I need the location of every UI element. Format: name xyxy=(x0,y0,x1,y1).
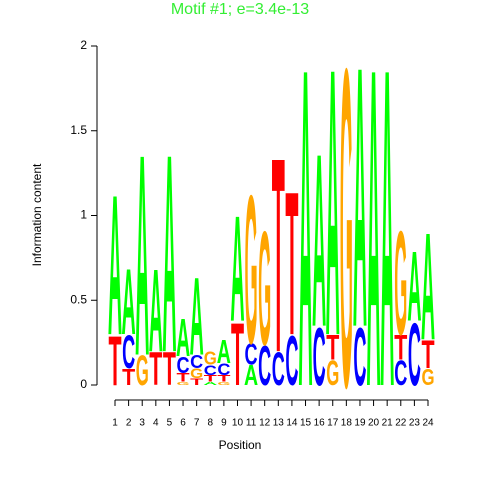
logo-letter: C xyxy=(217,360,231,379)
x-tick-label: 24 xyxy=(422,418,434,429)
x-tick-label: 8 xyxy=(207,418,213,429)
logo-letter: G xyxy=(190,366,203,381)
x-tick-label: 2 xyxy=(126,418,132,429)
logo-letter: G xyxy=(136,347,149,394)
logo-letter: A xyxy=(326,0,340,416)
logo-letter: A xyxy=(312,103,326,379)
x-tick-label: 17 xyxy=(327,418,339,429)
y-axis-title: Information content xyxy=(30,163,44,266)
logo-letter: A xyxy=(190,254,204,378)
logo-letter: C xyxy=(245,338,258,372)
logo-letter: C xyxy=(122,326,135,379)
logo-letter: A xyxy=(135,96,149,416)
logo-letter: A xyxy=(149,245,163,376)
x-tick-label: 22 xyxy=(395,418,407,429)
logo-letter: T xyxy=(177,371,191,385)
x-tick-label: 13 xyxy=(273,418,285,429)
logo-letter: G xyxy=(394,201,407,367)
x-tick-label: 4 xyxy=(153,418,159,429)
logo-letter: T xyxy=(285,148,298,377)
logo-letter: C xyxy=(313,310,326,403)
logo-letter: A xyxy=(353,0,367,405)
logo-letter: C xyxy=(408,305,421,405)
logo-letter: C xyxy=(272,343,285,396)
logo-letter: C xyxy=(190,351,203,372)
logo-letter: C xyxy=(204,363,217,379)
x-tick-label: 9 xyxy=(221,418,227,429)
x-tick-label: 7 xyxy=(194,418,200,429)
x-tick-label: 18 xyxy=(341,418,353,429)
logo-letter: C xyxy=(353,310,366,403)
logo-letter: A xyxy=(176,307,190,368)
logo-letter: T xyxy=(231,304,244,404)
logo-letter: G xyxy=(326,353,339,393)
logo-letter: A xyxy=(421,202,435,373)
logo-letter: T xyxy=(163,343,176,396)
logo-letter: A xyxy=(230,185,244,353)
logo-letter: A xyxy=(162,97,176,412)
x-tick-label: 20 xyxy=(368,418,380,429)
logo-letter: G xyxy=(340,0,353,480)
logo-letter: G xyxy=(177,381,190,386)
chart-title: Motif #1; e=3.4e-13 xyxy=(171,1,309,18)
y-tick-label: 1 xyxy=(80,208,87,222)
logo-letter: T xyxy=(122,364,135,390)
logo-letter: A xyxy=(122,250,136,355)
logo-letter: C xyxy=(258,334,271,397)
logo-letter: T xyxy=(190,376,203,387)
logo-letter: A xyxy=(366,0,380,480)
x-tick-label: 14 xyxy=(286,418,298,429)
x-tick-label: 6 xyxy=(180,418,186,429)
logo-letter: T xyxy=(272,100,285,410)
logo-letter: C xyxy=(285,321,298,400)
logo-letter: A xyxy=(407,232,421,343)
logo-letter: A xyxy=(244,361,258,392)
x-tick-label: 3 xyxy=(139,418,145,429)
x-tick-label: 16 xyxy=(314,418,326,429)
logo-letter: T xyxy=(217,373,230,384)
logo-letter: G xyxy=(245,151,258,388)
logo-letter: T xyxy=(326,329,339,368)
x-tick-label: 5 xyxy=(167,418,173,429)
logo-letter: A xyxy=(108,154,122,378)
logo-letter: G xyxy=(258,198,271,379)
y-tick-label: 1.5 xyxy=(70,123,87,137)
logo-letter: A xyxy=(203,381,217,386)
logo-letter: T xyxy=(108,323,121,402)
logo-letter: C xyxy=(394,354,407,393)
x-tick-label: 21 xyxy=(382,418,394,429)
y-tick-label: 0.5 xyxy=(70,292,87,306)
logo-letter: T xyxy=(394,329,407,368)
x-tick-label: 1 xyxy=(112,418,118,429)
logo-letter: A xyxy=(380,0,394,480)
logo-letter: A xyxy=(217,333,231,371)
x-tick-label: 12 xyxy=(259,418,271,429)
logo-letter: C xyxy=(177,353,190,379)
x-tick-label: 19 xyxy=(354,418,366,429)
logo-letter: A xyxy=(298,0,312,480)
logo-letter: G xyxy=(421,364,434,390)
y-tick-label: 0 xyxy=(80,377,87,391)
logo-letter: G xyxy=(217,381,230,386)
x-axis-title: Position xyxy=(219,438,262,452)
logo-letter: T xyxy=(204,373,217,384)
logo-letter: T xyxy=(421,332,434,377)
x-tick-label: 15 xyxy=(300,418,312,429)
x-tick-label: 23 xyxy=(409,418,421,429)
x-tick-label: 10 xyxy=(232,418,244,429)
x-tick-label: 11 xyxy=(246,418,257,429)
logo-letter: T xyxy=(149,343,162,396)
logo-letter: G xyxy=(204,348,217,369)
y-tick-label: 2 xyxy=(80,38,87,52)
